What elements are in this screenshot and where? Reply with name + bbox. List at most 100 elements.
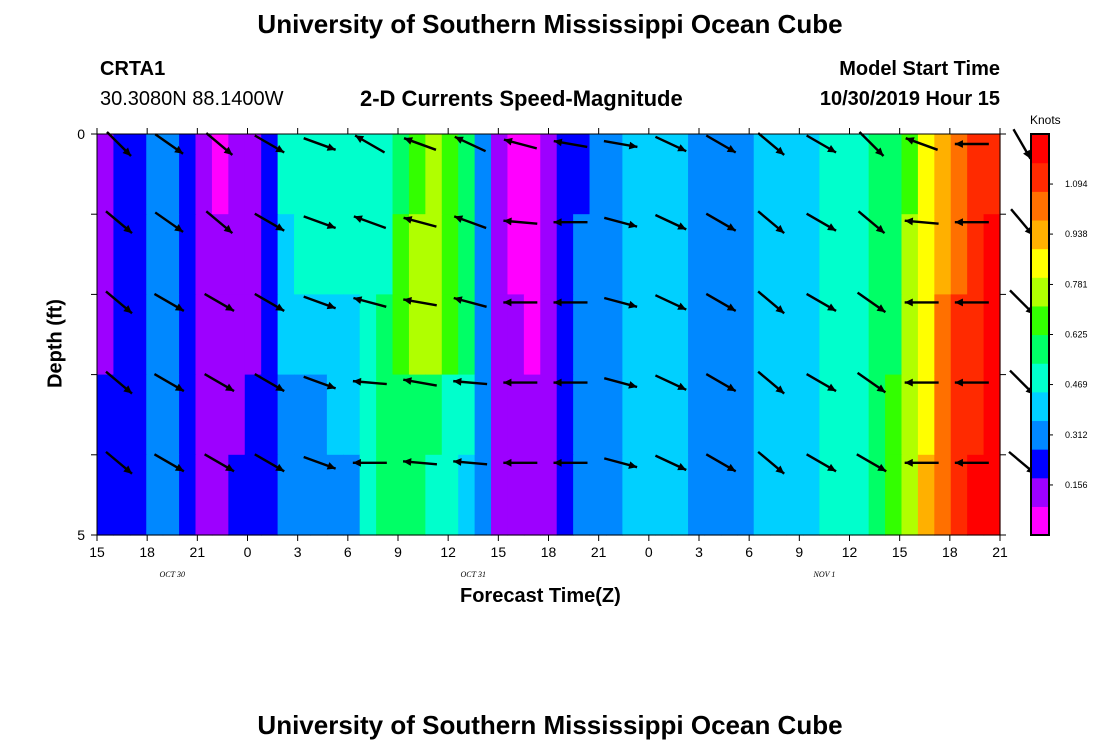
current-vector <box>603 296 638 309</box>
heatmap-cell <box>376 374 394 456</box>
colorbar-swatch <box>1031 134 1049 164</box>
heatmap-cell <box>786 214 804 295</box>
heatmap-cell <box>408 374 426 456</box>
heatmap-cell <box>376 454 394 536</box>
heatmap-cell <box>868 214 886 295</box>
current-vector <box>503 298 538 307</box>
day-label: OCT 30 <box>160 570 185 579</box>
heatmap-cell <box>540 294 558 376</box>
heatmap-cell <box>950 374 968 456</box>
current-vector <box>553 378 588 387</box>
heatmap-cell <box>425 454 443 536</box>
heatmap-cell <box>967 134 985 215</box>
heatmap-cell <box>688 214 706 295</box>
heatmap-cell <box>589 294 607 376</box>
heatmap-cell <box>786 454 804 536</box>
y-axis-label: Depth (ft) <box>44 299 67 388</box>
heatmap-cell <box>507 294 525 376</box>
current-vector <box>453 377 488 386</box>
current-vector <box>453 215 487 230</box>
heatmap-cell <box>835 214 853 295</box>
current-vector <box>254 292 285 312</box>
heatmap-cell <box>802 454 820 536</box>
heatmap-cell <box>425 134 443 215</box>
current-vector <box>403 297 437 307</box>
heatmap-cell <box>491 214 509 295</box>
heatmap-cell <box>244 214 262 295</box>
colorbar-swatch <box>1031 391 1049 422</box>
heatmap-cell <box>211 134 229 215</box>
heatmap-cell <box>622 214 640 295</box>
current-vector <box>806 134 837 154</box>
current-vector <box>904 458 939 467</box>
heatmap-cell <box>786 374 804 456</box>
heatmap-cell <box>638 374 656 456</box>
heatmap-cell <box>343 454 361 536</box>
current-vector <box>105 290 133 315</box>
x-tick-label: 12 <box>440 544 456 560</box>
heatmap-cell <box>211 294 229 376</box>
heatmap-cell <box>408 454 426 536</box>
heatmap-cell <box>211 214 229 295</box>
heatmap-cell <box>802 134 820 215</box>
heatmap-cell <box>704 214 722 295</box>
heatmap-cell <box>310 294 328 376</box>
current-vector <box>354 134 386 154</box>
heatmap-cell <box>294 454 312 536</box>
heatmap-cell <box>622 134 640 215</box>
heatmap-cell <box>819 374 837 456</box>
heatmap-cell <box>441 214 459 295</box>
colorbar-swatch <box>1031 506 1049 536</box>
heatmap-cell <box>326 134 344 215</box>
heatmap-cell <box>228 454 246 536</box>
heatmap-cell <box>753 134 771 215</box>
x-tick-label: 15 <box>89 544 105 560</box>
heatmap-cell <box>885 214 903 295</box>
current-vector <box>105 370 133 395</box>
heatmap-cell <box>835 294 853 376</box>
heatmap-cell <box>211 374 229 456</box>
colorbar-swatch <box>1031 305 1049 336</box>
heatmap-cell <box>179 374 197 456</box>
current-vector <box>503 137 538 150</box>
x-tick-label: 3 <box>695 544 703 560</box>
current-vector <box>603 377 638 389</box>
heatmap-cell <box>917 214 935 295</box>
heatmap-cell <box>359 374 377 456</box>
heatmap-cell <box>671 294 689 376</box>
current-vector <box>905 137 939 151</box>
heatmap-cell <box>441 454 459 536</box>
heatmap-cell <box>179 294 197 376</box>
heatmap-cell <box>885 454 903 536</box>
current-vector <box>402 458 438 466</box>
x-tick-label: 18 <box>942 544 958 560</box>
current-vector <box>303 137 337 151</box>
heatmap-cell <box>688 374 706 456</box>
heatmap-cell <box>507 374 525 456</box>
heatmap-cell <box>638 454 656 536</box>
heatmap-cell <box>753 454 771 536</box>
heatmap-cell <box>458 214 476 295</box>
heatmap-cell <box>770 214 788 295</box>
current-vector <box>403 377 437 387</box>
current-vector <box>858 131 885 157</box>
heatmap-cell <box>605 374 623 456</box>
heatmap-cell <box>261 214 279 295</box>
current-vector <box>303 455 337 470</box>
heatmap-cell <box>97 134 115 215</box>
current-vector <box>705 453 737 473</box>
heatmap-cell <box>146 134 164 215</box>
current-vector <box>153 373 185 393</box>
heatmap-cell <box>228 134 246 215</box>
heatmap-cell <box>179 134 197 215</box>
current-vector <box>806 453 837 473</box>
heatmap-cell <box>277 374 295 456</box>
heatmap-cell <box>408 294 426 376</box>
heatmap-cell <box>556 214 574 295</box>
current-vector <box>453 296 487 308</box>
heatmap-cell <box>343 294 361 376</box>
colorbar-swatch <box>1031 449 1049 479</box>
heatmap-cell <box>753 294 771 376</box>
current-vector <box>654 135 687 153</box>
current-vector <box>856 291 887 314</box>
